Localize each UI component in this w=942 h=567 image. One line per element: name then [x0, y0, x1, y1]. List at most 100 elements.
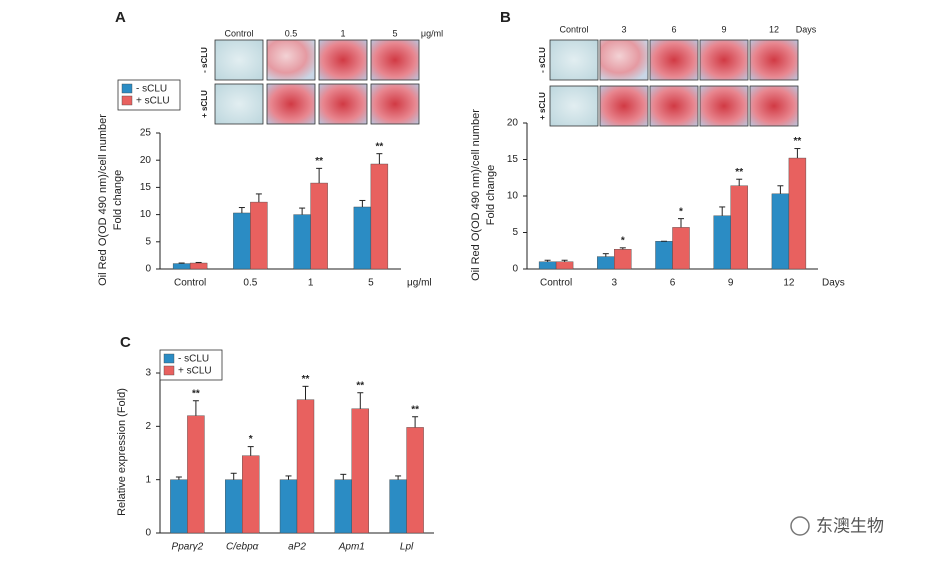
- image-unit-label: Days: [796, 24, 817, 34]
- panel-letter: B: [500, 9, 511, 26]
- bar: [730, 185, 748, 270]
- image-column-label: Control: [224, 28, 253, 38]
- significance-label: **: [411, 404, 419, 415]
- image-column-label: Control: [559, 24, 588, 34]
- bar: [241, 455, 260, 534]
- x-tick-label: 9: [728, 278, 734, 289]
- y-tick-label: 20: [507, 118, 519, 129]
- chart-panel: B 0 5 10 15 20 Oil Red O(OD 490 nm)/cell numbe…: [470, 9, 845, 289]
- micrograph: [549, 39, 599, 81]
- image-column-label: 3: [621, 24, 626, 34]
- watermark-text: 东澳生物: [816, 516, 884, 535]
- image-row-label: + sCLU: [200, 90, 209, 118]
- legend-label: - sCLU: [136, 84, 167, 95]
- x-tick-label: 5: [368, 278, 374, 289]
- panel-letter: A: [115, 9, 126, 26]
- x-tick-label: Apm1: [338, 542, 365, 553]
- bar: [771, 193, 790, 270]
- bar: [310, 182, 328, 270]
- image-column-label: 5: [392, 28, 397, 38]
- bar: [389, 479, 407, 534]
- bar: [672, 227, 690, 270]
- y-axis-title: Fold change: [485, 165, 497, 226]
- micrograph: [214, 83, 264, 125]
- bar: [172, 263, 191, 270]
- bar: [279, 479, 298, 534]
- y-tick-label: 5: [512, 227, 518, 238]
- bar: [406, 427, 424, 534]
- bar: [351, 408, 369, 534]
- x-tick-label: Control: [540, 278, 572, 289]
- significance-label: **: [735, 167, 743, 178]
- significance-label: **: [375, 141, 383, 152]
- chart-panel: C 0 1 2 3 Relative expression (Fold) Pparγ2 ** C…: [116, 334, 434, 553]
- image-row-label: - sCLU: [538, 47, 547, 73]
- micrograph: [599, 85, 649, 127]
- bar: [353, 206, 372, 270]
- image-row-label: - sCLU: [200, 47, 209, 73]
- significance-label: **: [356, 380, 364, 391]
- y-tick-label: 15: [507, 154, 519, 165]
- micrograph: [266, 39, 316, 81]
- x-unit-label: Days: [822, 278, 845, 289]
- x-tick-label: 0.5: [243, 278, 257, 289]
- significance-label: *: [621, 235, 625, 246]
- micrograph: [699, 85, 749, 127]
- micrograph: [266, 83, 316, 125]
- y-tick-label: 25: [140, 128, 152, 139]
- bar: [788, 157, 807, 270]
- legend-swatch: [163, 365, 175, 376]
- watermark: 东澳生物: [790, 516, 884, 536]
- bar: [614, 249, 632, 270]
- legend-label: + sCLU: [178, 366, 212, 377]
- y-axis-title: Oil Red O(OD 490 nm)/cell number: [97, 114, 109, 286]
- y-tick-label: 0: [145, 528, 151, 539]
- bar: [296, 399, 315, 534]
- legend-swatch: [121, 95, 133, 106]
- micrograph: [649, 85, 699, 127]
- x-tick-label: Pparγ2: [172, 542, 204, 553]
- x-tick-label: 1: [308, 278, 314, 289]
- image-row-label: + sCLU: [538, 92, 547, 120]
- bar: [170, 479, 188, 534]
- y-tick-label: 1: [145, 474, 151, 485]
- panel-letter: C: [120, 334, 131, 351]
- micrograph: [370, 39, 420, 81]
- y-axis-title: Relative expression (Fold): [116, 388, 128, 516]
- micrograph: [749, 85, 799, 127]
- x-tick-label: 12: [783, 278, 795, 289]
- bar: [597, 256, 615, 270]
- watermark-icon: [790, 516, 810, 536]
- y-tick-label: 2: [145, 421, 151, 432]
- y-axis-title: Oil Red O(OD 490 nm)/cell number: [470, 109, 482, 281]
- significance-label: *: [679, 206, 683, 217]
- x-tick-label: aP2: [288, 542, 306, 553]
- y-tick-label: 3: [145, 368, 151, 379]
- significance-label: **: [192, 388, 200, 399]
- y-tick-label: 0: [512, 264, 518, 275]
- y-axis-title: Fold change: [112, 170, 124, 231]
- bar: [189, 262, 208, 270]
- micrograph: [749, 39, 799, 81]
- y-tick-label: 10: [507, 191, 519, 202]
- micrograph: [649, 39, 699, 81]
- bar: [187, 415, 205, 534]
- significance-label: *: [249, 434, 253, 445]
- y-tick-label: 10: [140, 209, 152, 220]
- image-column-label: 12: [769, 24, 779, 34]
- x-tick-label: C/ebpα: [226, 542, 259, 553]
- significance-label: **: [315, 156, 323, 167]
- micrograph: [599, 39, 649, 81]
- bar: [370, 163, 389, 270]
- micrograph: [214, 39, 264, 81]
- significance-label: **: [302, 374, 310, 385]
- legend-swatch: [163, 353, 175, 364]
- image-column-label: 9: [721, 24, 726, 34]
- y-tick-label: 5: [145, 236, 151, 247]
- bar: [655, 241, 673, 270]
- micrograph: [699, 39, 749, 81]
- legend-label: - sCLU: [178, 354, 209, 365]
- image-column-label: 6: [671, 24, 676, 34]
